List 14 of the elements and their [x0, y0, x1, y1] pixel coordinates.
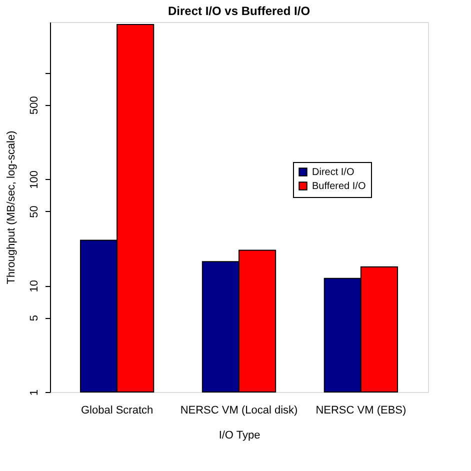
x-tick-label: NERSC VM (Local disk) — [180, 404, 298, 416]
y-tick-label: 1 — [28, 389, 40, 396]
y-tick-label: 5 — [28, 315, 40, 322]
x-tick-label: NERSC VM (EBS) — [316, 404, 406, 416]
chart-title: Direct I/O vs Buffered I/O — [168, 4, 310, 18]
legend-label: Direct I/O — [312, 167, 354, 178]
legend-label: Buffered I/O — [312, 181, 366, 192]
y-tick-label: 500 — [28, 96, 40, 114]
x-tick-label: Global Scratch — [80, 404, 154, 416]
y-axis-title: Throughput (MB/sec, log-scale) — [6, 130, 18, 284]
y-tick-label: 100 — [28, 170, 40, 189]
y-tick-label: 50 — [28, 206, 40, 218]
y-tick-label: 10 — [28, 280, 40, 292]
x-axis-title: I/O Type — [218, 430, 260, 442]
